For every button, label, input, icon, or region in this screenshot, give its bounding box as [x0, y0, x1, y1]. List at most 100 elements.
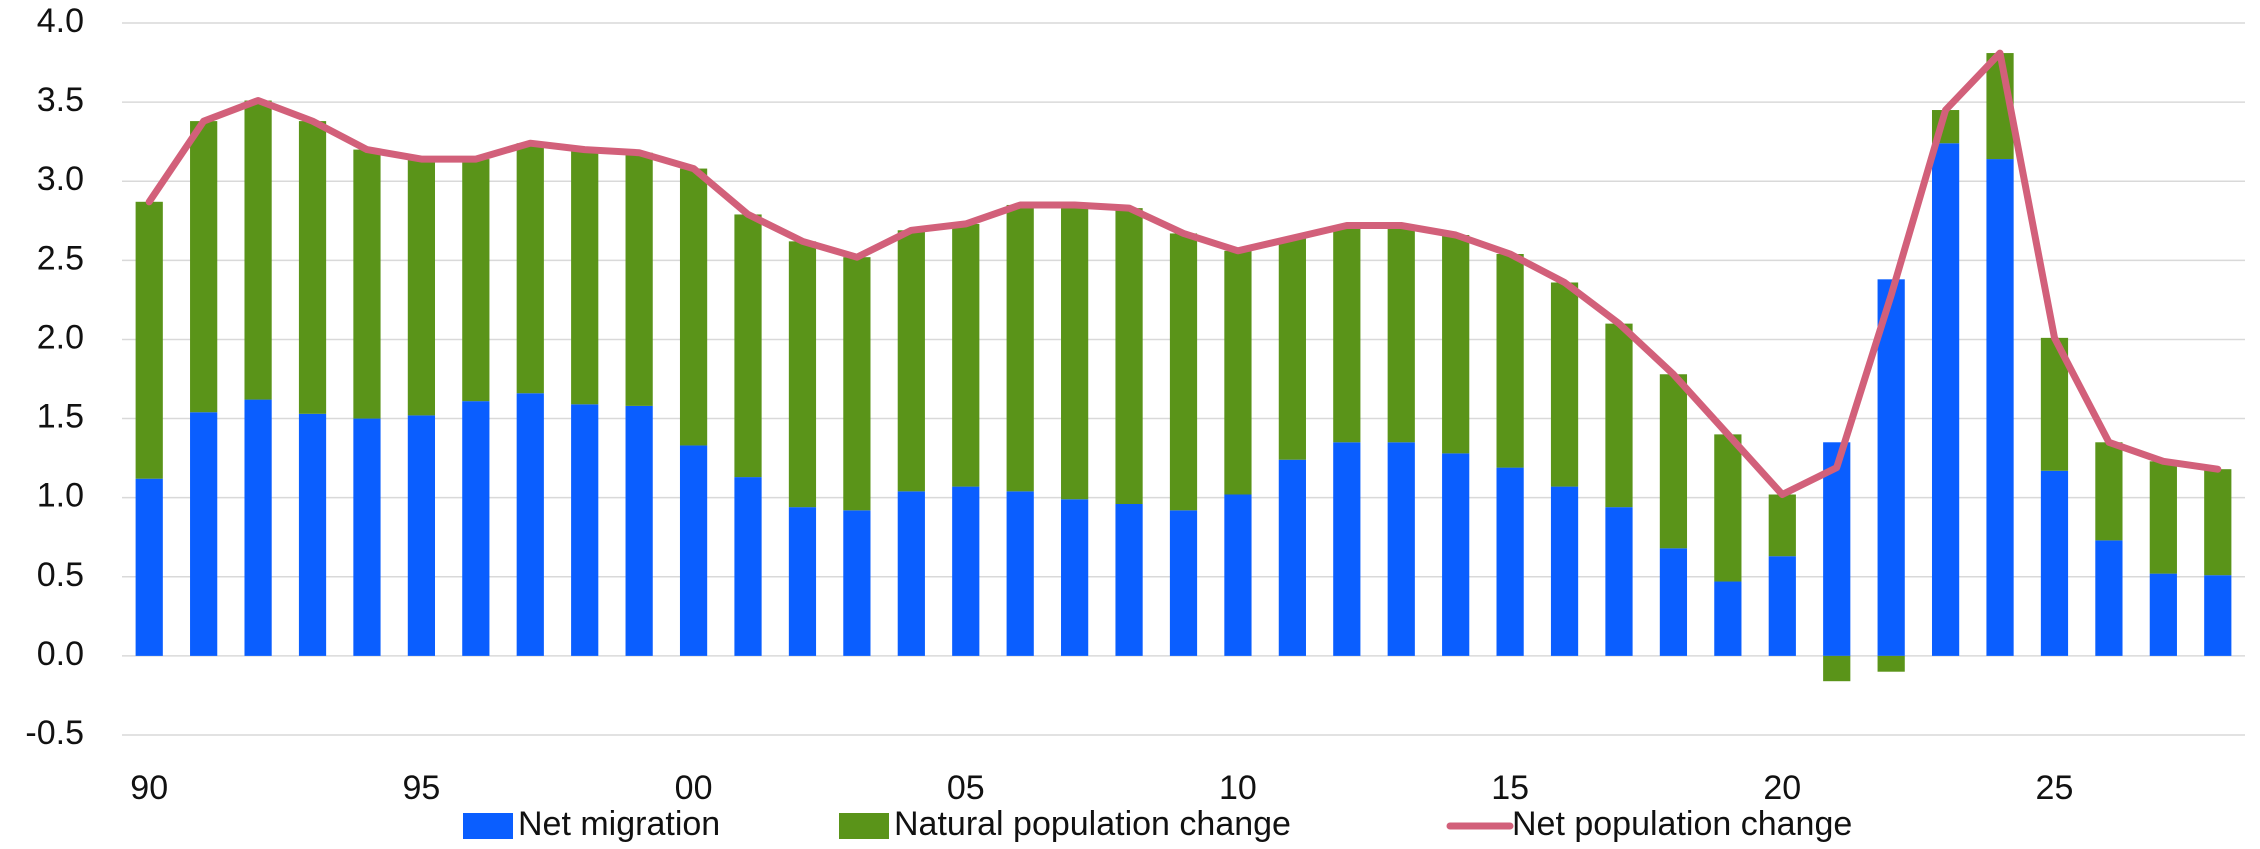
bar [1550, 282, 1579, 487]
bar [952, 223, 980, 487]
bar [190, 121, 218, 413]
bar [1986, 159, 2014, 656]
bar [2149, 461, 2177, 574]
legend-label: Net population change [1512, 805, 1852, 843]
x-tick-label: 95 [402, 769, 440, 807]
bar [625, 152, 653, 406]
bar [679, 168, 708, 446]
bar [1496, 467, 1524, 656]
bar [1605, 507, 1633, 656]
bar [1333, 442, 1361, 656]
bar [679, 445, 708, 656]
bar [1659, 374, 1688, 549]
bar [1442, 453, 1470, 656]
y-tick-label: 2.5 [37, 239, 84, 277]
bar [1768, 556, 1796, 656]
bar [135, 478, 163, 656]
bar [190, 412, 218, 656]
bar [407, 415, 436, 656]
bar [1496, 254, 1524, 468]
legend-label: Natural population change [894, 805, 1291, 843]
bar [2149, 573, 2177, 656]
bar [244, 399, 272, 656]
bar [625, 405, 653, 656]
y-tick-label: 1.5 [37, 398, 84, 436]
bar [2204, 575, 2232, 656]
bar [1169, 233, 1198, 511]
bar [462, 401, 490, 656]
bar [2204, 469, 2232, 576]
x-tick-label: 15 [1491, 769, 1529, 807]
bar [407, 159, 436, 416]
bar [2095, 540, 2123, 656]
bar [1659, 548, 1688, 656]
bar [2040, 470, 2069, 656]
bar [1442, 235, 1470, 454]
bar [1714, 581, 1742, 656]
bar [1115, 503, 1143, 656]
x-tick-label: 05 [947, 769, 985, 807]
x-tick-label: 10 [1219, 769, 1257, 807]
bar [1115, 208, 1143, 504]
line [145, 49, 2222, 498]
bar [1823, 442, 1851, 656]
bar [788, 241, 817, 508]
bar [135, 201, 163, 479]
bar [1823, 655, 1851, 682]
bar [353, 418, 381, 656]
bar [298, 121, 327, 414]
bar [353, 149, 381, 419]
bar [244, 100, 272, 400]
y-tick-label: 4.0 [37, 2, 84, 40]
bar [571, 404, 599, 656]
bar [1061, 499, 1089, 656]
bar [1714, 434, 1742, 582]
bar [1877, 655, 1905, 672]
x-tick-label: 00 [675, 769, 713, 807]
bar [897, 491, 925, 656]
bar [516, 393, 544, 656]
bar [1278, 459, 1306, 656]
bar [571, 149, 599, 405]
bar [1224, 494, 1252, 656]
bar [843, 510, 871, 656]
bar [1006, 204, 1034, 492]
y-tick-label: 1.0 [37, 477, 84, 515]
bar [734, 214, 762, 478]
bar [843, 257, 871, 511]
bar [734, 477, 762, 656]
y-tick-label: 0.5 [37, 556, 84, 594]
legend-label: Net migration [518, 805, 720, 843]
bar [2095, 442, 2123, 541]
bar [952, 486, 980, 656]
bar [1387, 442, 1415, 656]
y-tick-label: 3.5 [37, 81, 84, 119]
bar [897, 230, 925, 492]
bar [1931, 143, 1960, 656]
bar [298, 413, 327, 656]
bar [1006, 491, 1034, 656]
bar [1550, 486, 1579, 656]
x-tick-label: 25 [2036, 769, 2074, 807]
legend-swatch [839, 813, 889, 839]
bar [1387, 225, 1415, 443]
bar [1333, 225, 1361, 443]
bar [1605, 323, 1633, 508]
bar [516, 143, 544, 394]
y-tick-label: 0.0 [37, 635, 84, 673]
bar [462, 159, 490, 402]
bar [1877, 279, 1905, 656]
bar [1061, 204, 1089, 500]
bar [1169, 510, 1198, 656]
y-tick-label: 2.0 [37, 318, 84, 356]
x-tick-label: 20 [1763, 769, 1801, 807]
bar [1224, 250, 1252, 495]
bar [1278, 238, 1306, 460]
bar [1768, 494, 1796, 557]
bar [788, 507, 817, 656]
y-tick-label: -0.5 [25, 714, 84, 752]
legend-swatch [463, 813, 513, 839]
y-tick-label: 3.0 [37, 160, 84, 198]
